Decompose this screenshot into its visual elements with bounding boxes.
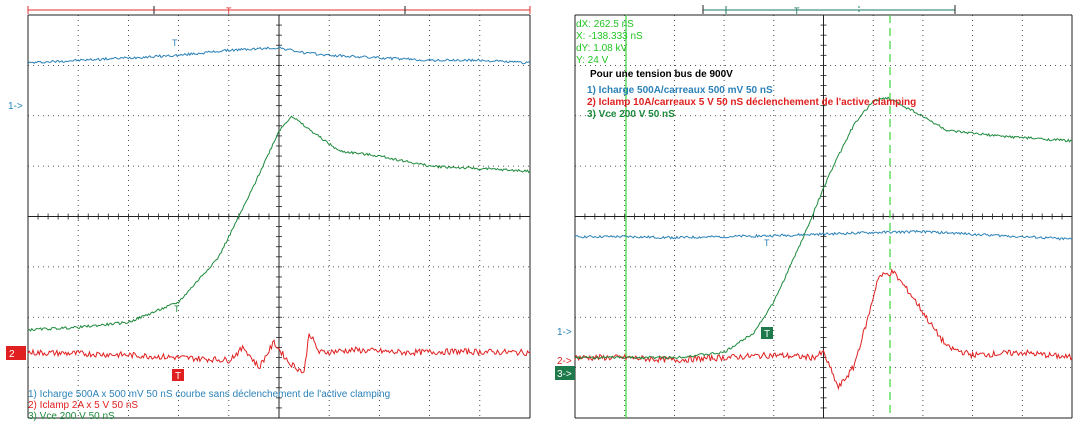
left-trigger-marker: T <box>175 371 181 382</box>
right-channel3-marker: 3-> <box>557 369 572 380</box>
right-channel1-marker: 1-> <box>557 327 572 338</box>
right-channel2-marker: 2-> <box>557 356 572 367</box>
left-trace-charge <box>27 46 531 65</box>
right-legend: 1) Icharge 500A/carreaux 500 mV 50 nS 2)… <box>587 85 916 120</box>
right-trace-clamp <box>574 268 1073 391</box>
right-trigger-marker-box <box>761 327 773 339</box>
right-header-trigger-label: T <box>794 6 800 16</box>
cursor-readouts: dX: 262.5 nS X: -138.333 nS dY: 1.08 kV … <box>576 19 643 66</box>
readout-y: Y: 24 V <box>576 55 609 66</box>
left-channel2-marker: 2 <box>9 349 15 360</box>
right-trace-charge <box>574 229 1073 241</box>
left-scope-panel: T 1-> 2 T T T 1) Icharge 500A x 500 mV 5… <box>6 6 531 421</box>
left-trace-t-label: T <box>174 304 180 314</box>
left-trace-vce <box>27 115 531 332</box>
right-legend-charge: 1) Icharge 500A/carreaux 500 mV 50 nS <box>587 85 773 96</box>
left-traces <box>27 46 531 374</box>
left-trace-clamp <box>27 333 531 374</box>
right-trace-vce <box>574 96 1073 360</box>
readout-dx: dX: 262.5 nS <box>576 19 634 30</box>
left-legend-charge: 1) Icharge 500A x 500 mV 50 nS courbe sa… <box>28 389 390 400</box>
readout-x: X: -138.333 nS <box>576 31 643 42</box>
left-legend: 1) Icharge 500A x 500 mV 50 nS courbe sa… <box>28 389 390 421</box>
left-legend-clamp: 2) Iclamp 2A x 5 V 50 nS <box>28 400 138 411</box>
left-channel1-marker: 1-> <box>8 101 23 112</box>
right-charge-t-label: T <box>764 238 770 248</box>
right-legend-clamp: 2) Iclamp 10A/carreaux 5 V 50 nS déclenc… <box>587 97 916 108</box>
left-trigger-marker-box <box>172 369 184 381</box>
right-scope-panel: T dX: 262.5 nS X: -138.333 nS dY: 1.08 k… <box>555 5 1073 419</box>
readout-dy: dY: 1.08 kV <box>576 43 627 54</box>
right-traces <box>574 96 1073 391</box>
left-channel2-marker-box <box>6 346 26 360</box>
left-charge-t-label: T <box>172 38 178 48</box>
right-panel-title: Pour une tension bus de 900V <box>590 69 733 80</box>
right-legend-vce: 3) Vce 200 V 50 nS <box>587 109 675 120</box>
right-trigger-marker: T <box>764 329 770 340</box>
left-header-trigger-label: T <box>226 6 232 16</box>
left-grid <box>27 14 531 419</box>
left-legend-vce: 3) Vce 200 V 50 nS <box>28 411 115 421</box>
right-channel3-marker-box <box>555 366 575 380</box>
